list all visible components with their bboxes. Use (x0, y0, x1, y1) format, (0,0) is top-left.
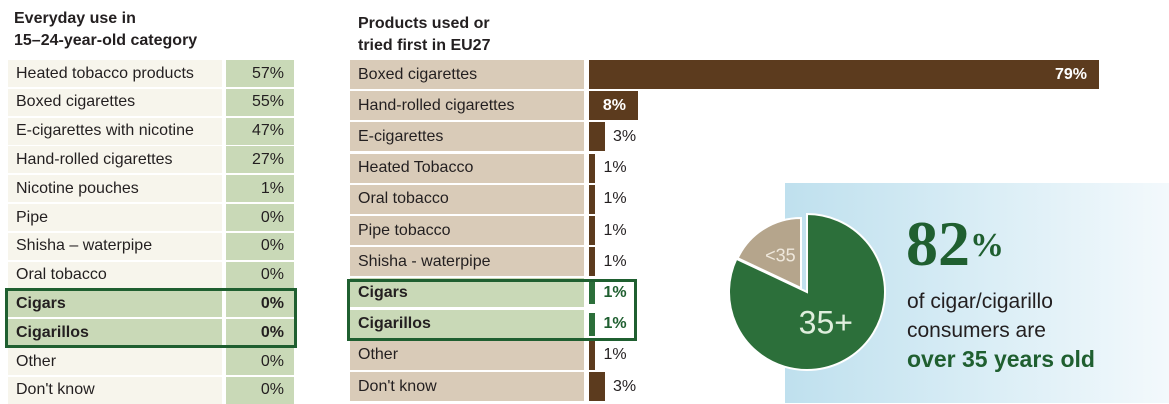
callout-line3: over 35 years old (907, 346, 1095, 372)
bar-category-label: Hand-rolled cigarettes (350, 91, 584, 121)
left-table-label: Nicotine pouches (8, 175, 222, 203)
left-table-row: Pipe 0% (8, 204, 294, 231)
bar-category-label: Oral tobacco (350, 184, 584, 214)
left-table-row: Boxed cigarettes 55% (8, 88, 294, 116)
left-table-label: Hand-rolled cigarettes (8, 146, 222, 174)
left-table-value: 57% (226, 60, 294, 87)
left-table-row: Cigars 0% (8, 290, 294, 318)
bar (589, 281, 596, 305)
bar-category-label: Cigarillos (350, 309, 584, 339)
pie-slice-label: <35 (765, 245, 796, 265)
callout-line1: of cigar/cigarillo (907, 290, 1053, 313)
callout-percent: 82% (906, 208, 1004, 279)
middle-chart-title: Products used or tried first in EU27 (358, 15, 491, 54)
bar-value-label: 1% (603, 283, 627, 301)
bar (589, 153, 596, 183)
bar (589, 247, 596, 277)
left-table-label: Shisha – waterpipe (8, 232, 222, 260)
bar (589, 91, 638, 121)
left-table-label: Other (8, 348, 222, 375)
bar-category-label: Cigars (350, 278, 584, 308)
pie-slice (736, 216, 802, 290)
left-table-value: 0% (226, 204, 294, 231)
left-table-row: E-cigarettes with nicotine 47% (8, 117, 294, 145)
bar (589, 216, 596, 245)
pie-slices: <35 35+ (728, 212, 886, 371)
left-table-title: Everyday use in 15–24-year-old category (14, 10, 198, 49)
bar-value-label: 1% (603, 221, 627, 239)
left-table-label: Oral tobacco (8, 261, 222, 289)
bar (589, 340, 596, 370)
bar (589, 372, 605, 401)
left-table-label: Cigars (8, 290, 222, 318)
bar-value-label: 3% (613, 377, 637, 395)
left-table-label: Boxed cigarettes (8, 88, 222, 116)
bar-value-label: 8% (602, 96, 626, 114)
left-table-label: Heated tobacco products (8, 60, 222, 87)
left-table-value: 0% (226, 348, 294, 375)
left-table-value: 0% (226, 376, 294, 404)
bar (589, 122, 605, 152)
bar-value-label: 1% (603, 190, 627, 208)
left-table-row: Don't know 0% (8, 376, 294, 404)
left-table-label: E-cigarettes with nicotine (8, 117, 222, 145)
left-table-label: Pipe (8, 204, 222, 231)
left-table-value: 0% (226, 290, 294, 318)
bar-category-label: Don't know (350, 372, 584, 401)
pie-slice (728, 212, 886, 371)
left-table-row: Heated tobacco products 57% (8, 60, 294, 87)
left-table-row: Shisha – waterpipe 0% (8, 232, 294, 260)
left-table-value: 55% (226, 88, 294, 116)
bar-value-label: 1% (603, 159, 627, 177)
left-table-row: Other 0% (8, 348, 294, 375)
pie-slice-label: 35+ (799, 305, 853, 341)
bar-value-label: 1% (603, 346, 627, 364)
left-table-row: Nicotine pouches 1% (8, 175, 294, 203)
callout-line2: consumers are (907, 319, 1046, 342)
left-table-value: 0% (226, 232, 294, 260)
callout-text: of cigar/cigarillo consumers are over 35… (907, 287, 1095, 374)
left-table-value: 27% (226, 146, 294, 174)
bar-category-label: Shisha - waterpipe (350, 247, 584, 277)
left-table-row: Oral tobacco 0% (8, 261, 294, 289)
bar-category-label: Boxed cigarettes (350, 60, 584, 89)
left-table-value: 1% (226, 175, 294, 203)
bar (589, 312, 596, 336)
bar (589, 184, 596, 214)
bar-value-label: 1% (603, 252, 627, 270)
bar-value-label: 79% (1054, 65, 1087, 83)
bar-category-label: Heated Tobacco (350, 153, 584, 183)
bar-category-label: E-cigarettes (350, 122, 584, 152)
bar-value-label: 3% (613, 127, 637, 145)
left-table-row: Cigarillos 0% (8, 319, 294, 347)
bar (589, 60, 1099, 89)
age-pie-chart: <35 35+ (728, 212, 886, 371)
bar-category-label: Other (350, 340, 584, 370)
left-table-value: 0% (226, 261, 294, 289)
left-table-label: Don't know (8, 376, 222, 404)
left-table-label: Cigarillos (8, 319, 222, 347)
left-table-value: 0% (226, 319, 294, 347)
left-table-value: 47% (226, 117, 294, 145)
left-table-row: Hand-rolled cigarettes 27% (8, 146, 294, 174)
bar-category-label: Pipe tobacco (350, 216, 584, 245)
bar-value-label: 1% (603, 315, 627, 333)
